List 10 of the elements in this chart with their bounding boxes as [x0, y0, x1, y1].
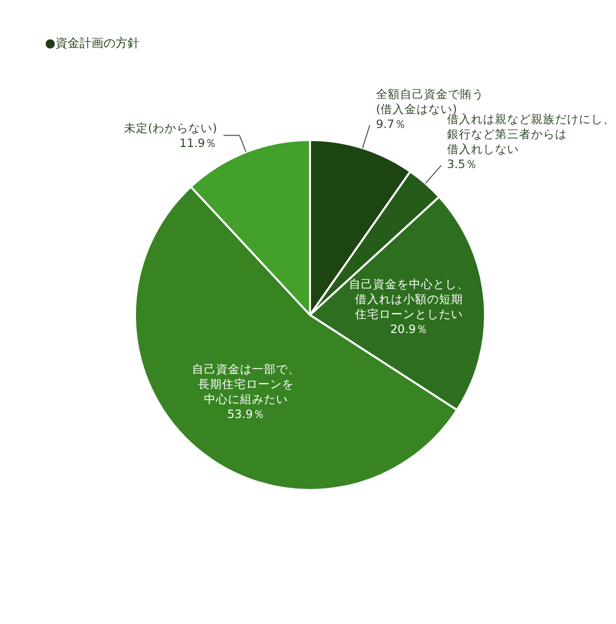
data-label: 9.7％: [376, 116, 406, 131]
data-label: 53.9％: [227, 406, 265, 421]
data-label: 3.5％: [447, 156, 478, 171]
slice-label: 未定(わからない): [124, 121, 217, 135]
slice-label: 自己資金は一部で、長期住宅ローンを中心に組みたい: [192, 362, 300, 406]
slice-label: 自己資金を中心とし、借入れは小額の短期住宅ローンとしたい: [349, 277, 469, 321]
chart-title: ●資金計画の方針: [45, 36, 140, 50]
data-label: 20.9％: [390, 322, 428, 336]
slice-label: 借入れは親など親族だけにし、銀行など第三者からは借入れしない: [447, 112, 615, 156]
data-label: 11.9％: [179, 136, 217, 150]
